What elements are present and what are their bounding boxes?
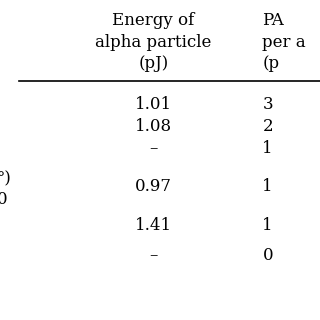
Text: 1.01: 1.01 [135,96,172,114]
Text: PA: PA [262,12,284,29]
Text: 1: 1 [262,217,273,234]
Text: 1: 1 [262,178,273,196]
Text: alpha particle: alpha particle [95,34,212,51]
Text: 1.41: 1.41 [135,217,172,234]
Text: (pJ): (pJ) [139,55,169,73]
Text: 2: 2 [262,118,273,135]
Text: per a: per a [262,34,306,51]
Text: –: – [149,247,158,265]
Text: 0.97: 0.97 [135,178,172,196]
Text: °): °) [0,170,12,188]
Text: (p: (p [262,55,280,73]
Text: –: – [149,140,158,157]
Text: Energy of: Energy of [112,12,195,29]
Text: 3: 3 [262,96,273,114]
Text: 0: 0 [262,247,273,265]
Text: 1: 1 [262,140,273,157]
Text: 0: 0 [0,190,7,208]
Text: 1.08: 1.08 [135,118,172,135]
